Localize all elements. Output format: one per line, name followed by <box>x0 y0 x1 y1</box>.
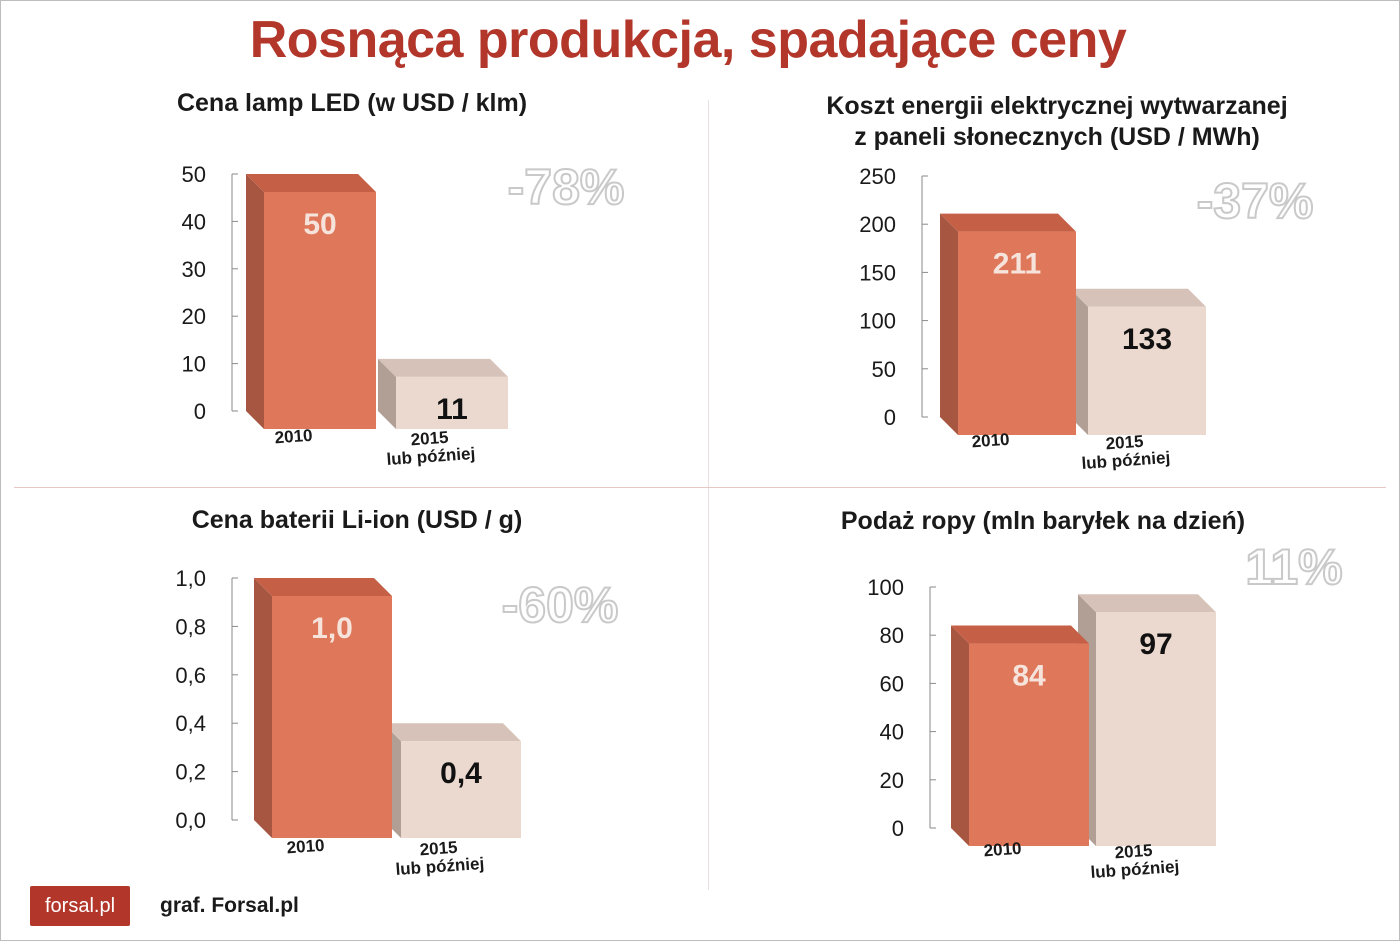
bar-top-face <box>940 213 1076 232</box>
y-tick-label: 100 <box>867 575 904 600</box>
page-title: Rosnąca produkcja, spadające ceny <box>249 11 1127 69</box>
y-tick-label: 0,6 <box>175 663 206 688</box>
y-tick-label: 0 <box>884 405 896 430</box>
y-tick-label: 0,4 <box>175 711 206 736</box>
category-label: 2015 <box>1114 841 1153 863</box>
chart-title-line: Cena baterii Li-ion (USD / g) <box>192 506 523 534</box>
bar-top-face <box>1078 594 1216 613</box>
category-label: 2015 <box>410 428 449 450</box>
y-tick-label: 0,0 <box>175 808 206 833</box>
y-tick-label: 50 <box>182 162 206 187</box>
y-tick-label: 0,8 <box>175 614 206 639</box>
bar-top-face <box>246 174 376 192</box>
bar-value-label: 50 <box>303 208 336 241</box>
bar-value-label: 0,4 <box>440 757 482 790</box>
bar-2010: 1,0 <box>254 578 392 838</box>
bar-2015: 133 <box>1070 288 1206 435</box>
bar-front-face <box>958 231 1076 435</box>
y-tick-label: 20 <box>880 768 904 793</box>
chart-title-line: Koszt energii elektrycznej wytwarzanej <box>826 92 1287 120</box>
y-tick-label: 20 <box>182 304 206 329</box>
bar-value-label: 97 <box>1139 628 1172 661</box>
y-tick-label: 0 <box>892 816 904 841</box>
bar-side-face <box>378 358 396 429</box>
y-tick-label: 1,0 <box>175 566 206 591</box>
chart-title-line: z paneli słonecznych (USD / MWh) <box>854 123 1260 151</box>
y-tick-label: 10 <box>182 352 206 377</box>
bar-value-label: 211 <box>993 248 1041 281</box>
y-tick-label: 0 <box>194 399 206 424</box>
chart-title-line: Podaż ropy (mln baryłek na dzień) <box>841 507 1245 535</box>
category-label: 2010 <box>286 836 325 858</box>
y-tick-label: 0,2 <box>175 760 206 785</box>
bar-top-face <box>951 625 1089 644</box>
bar-2015: 97 <box>1078 594 1216 846</box>
category-sublabel: lub później <box>1090 857 1180 882</box>
change-label: -78% <box>508 159 625 215</box>
bar-top-face <box>1070 288 1206 307</box>
bar-value-label: 84 <box>1012 660 1046 693</box>
change-label: 11% <box>1245 539 1342 595</box>
y-tick-label: 50 <box>872 357 896 382</box>
category-label: 2010 <box>274 426 313 448</box>
bar-2010: 211 <box>940 213 1076 435</box>
bar-side-face <box>246 174 264 429</box>
bar-side-face <box>951 625 969 846</box>
change-label: -37% <box>1197 173 1314 229</box>
forsal-logo: forsal.pl <box>30 886 130 926</box>
bar-side-face <box>254 578 272 838</box>
bar-2015: 11 <box>378 358 508 429</box>
bar-2010: 84 <box>951 625 1089 846</box>
y-tick-label: 30 <box>182 257 206 282</box>
bar-side-face <box>940 213 958 435</box>
y-tick-label: 100 <box>859 309 896 334</box>
bar-front-face <box>969 643 1089 846</box>
bar-front-face <box>1088 306 1206 435</box>
y-tick-label: 150 <box>859 260 896 285</box>
bar-2010: 50 <box>246 174 376 429</box>
y-tick-label: 60 <box>880 671 904 696</box>
vertical-divider <box>708 100 709 890</box>
credit-text: graf. Forsal.pl <box>160 894 299 917</box>
category-label: 2015 <box>419 838 458 860</box>
horizontal-divider <box>14 487 1386 488</box>
y-tick-label: 250 <box>859 164 896 189</box>
bar-front-face <box>401 741 521 838</box>
y-tick-label: 40 <box>182 209 206 234</box>
bar-top-face <box>383 723 521 742</box>
y-tick-label: 40 <box>880 720 904 745</box>
change-label: -60% <box>502 577 619 633</box>
category-label: 2010 <box>971 430 1010 452</box>
bar-value-label: 11 <box>436 393 468 426</box>
bar-front-face <box>1096 612 1216 846</box>
bar-front-face <box>396 376 508 429</box>
bar-front-face <box>264 192 376 429</box>
bar-top-face <box>254 578 392 596</box>
bar-top-face <box>378 358 508 377</box>
y-tick-label: 80 <box>880 623 904 648</box>
bar-value-label: 1,0 <box>311 612 353 645</box>
category-label: 2010 <box>983 839 1022 861</box>
chart-title-line: Cena lamp LED (w USD / klm) <box>177 89 527 117</box>
logo-text: forsal.pl <box>44 894 116 917</box>
y-tick-label: 200 <box>859 212 896 237</box>
bar-front-face <box>272 596 392 838</box>
bar-value-label: 133 <box>1122 323 1172 356</box>
category-label: 2015 <box>1105 432 1144 454</box>
